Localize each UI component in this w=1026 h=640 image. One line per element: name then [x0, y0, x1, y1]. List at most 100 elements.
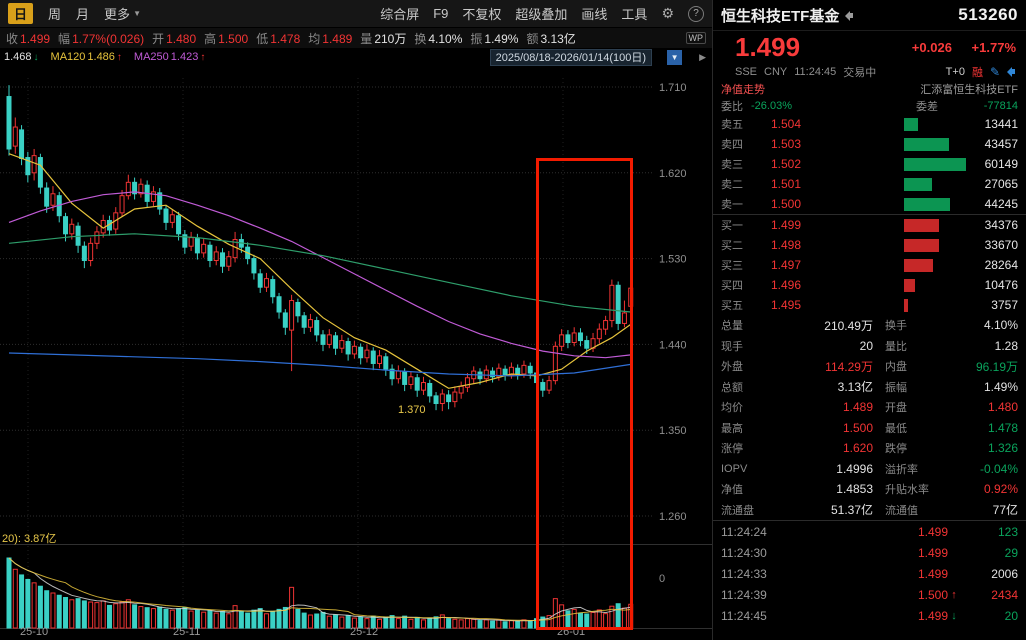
ma60-readout: 1.468 ↓ — [4, 51, 39, 63]
stat-low: 低 1.478 — [256, 31, 301, 46]
price-row: 1.499 +0.026 +1.77% — [713, 31, 1026, 63]
fund-full-name: 汇添富恒生科技ETF — [920, 83, 1018, 96]
ask-row-3[interactable]: 卖三 1.502 60149 — [721, 157, 1018, 171]
bid-volume-bar — [904, 298, 908, 312]
svg-text:1.710: 1.710 — [659, 82, 687, 94]
bid-volume-bar — [904, 238, 939, 252]
svg-text:25-10: 25-10 — [20, 626, 48, 638]
commission-row: 委比 -26.03% 委差 -77814 — [713, 97, 1026, 114]
toolbar-right-group: 综合屏 F9 不复权 超级叠加 画线 工具 ⚙ ? — [380, 4, 704, 23]
exchange-label: SSE — [735, 65, 758, 78]
tplus0-badge: T+0 — [945, 65, 965, 78]
stat-row: 总额 3.13亿 振幅 1.49% — [721, 379, 1018, 395]
low-price-label: 1.370 — [398, 404, 426, 416]
more-periods-dropdown[interactable]: 更多 ▼ — [104, 4, 141, 23]
info-icon-group: T+0 融 ✎ — [946, 64, 1018, 80]
order-book: 卖五 1.504 13441 卖四 1.503 43457 卖三 1.502 60149 卖… — [713, 114, 1026, 315]
svg-text:0: 0 — [659, 573, 665, 585]
up-arrow-icon: ↑ — [200, 51, 206, 63]
ma250-readout: MA250 1.423 ↑ — [133, 51, 206, 63]
bid-row-4[interactable]: 买四 1.496 10476 — [721, 278, 1018, 292]
stat-close: 收 1.499 — [6, 31, 51, 46]
tick-direction-icon: ↓ — [951, 609, 957, 622]
orderbook-divider — [713, 214, 1026, 215]
ma-mid-purple — [8, 191, 631, 359]
svg-text:25-12: 25-12 — [350, 626, 378, 638]
edit-icon[interactable]: ✎ — [989, 64, 1000, 79]
stat-amplitude: 振 1.49% — [470, 31, 519, 46]
nav-link-netvalue[interactable]: 净值走势 — [721, 83, 765, 96]
range-dropdown-icon[interactable]: ▼ — [667, 49, 683, 65]
svg-text:1.260: 1.260 — [659, 511, 687, 523]
stat-turnover: 换 4.10% — [414, 31, 463, 46]
quote-statbar: 收 1.499 幅 1.77%(0.026) 开 1.480 高 1.500 低 1.47… — [0, 28, 712, 48]
stat-row: 现手 20 量比 1.28 — [721, 338, 1018, 353]
tab-period-month[interactable]: 月 — [76, 7, 90, 22]
candlestick-chart[interactable]: 1.710 1.620 1.530 1.440 1.350 1.260 0 25-10 25-1… — [0, 66, 712, 640]
tab-period-week[interactable]: 周 — [48, 7, 62, 22]
bid-row-2[interactable]: 买二 1.498 33670 — [721, 238, 1018, 252]
ticks-divider — [713, 520, 1026, 521]
tick-row: 11:24:30 1.499 29 — [721, 545, 1018, 560]
stat-row: 流通盘 51.37亿 流通值 77亿 — [721, 503, 1018, 518]
ask-row-1[interactable]: 卖一 1.500 44245 — [721, 197, 1018, 211]
bid-row-1[interactable]: 买一 1.499 34376 — [721, 218, 1018, 232]
ma-long-green — [8, 233, 631, 313]
tick-row: 11:24:45 1.499 ↓ 20 — [721, 608, 1018, 623]
speaker-icon[interactable] — [1007, 66, 1018, 77]
tick-row: 11:24:33 1.499 2006 — [721, 566, 1018, 581]
down-arrow-icon: ↓ — [33, 51, 39, 63]
bid-row-5[interactable]: 买五 1.495 3757 — [721, 298, 1018, 312]
ask-volume-bar — [904, 197, 950, 211]
ma120-readout: MA120 1.486 ↑ — [50, 51, 122, 63]
stat-avg: 均 1.489 — [308, 31, 353, 46]
stat-change: 幅 1.77%(0.026) — [58, 31, 145, 46]
margin-badge: 融 — [971, 66, 983, 79]
announcement-icon[interactable] — [845, 10, 856, 21]
super-overlay-button[interactable]: 超级叠加 — [515, 7, 568, 22]
nav-row: 净值走势 汇添富恒生科技ETF — [713, 80, 1026, 97]
ma-indicator-bar: 1.468 ↓ MA120 1.486 ↑ MA250 1.423 ↑ 2025… — [0, 48, 712, 66]
f9-button[interactable]: F9 — [433, 6, 449, 21]
tick-list[interactable]: 11:24:24 1.499 123 11:24:30 1.499 29 11:24:3… — [713, 521, 1026, 626]
weicha-label: 委差 — [916, 100, 938, 113]
bid-volume-bar — [904, 278, 915, 292]
up-arrow-icon: ↑ — [116, 51, 122, 63]
stat-row: 总量 210.49万 换手 4.10% — [721, 318, 1018, 333]
collapse-panel-icon[interactable]: ▶ — [699, 51, 706, 62]
tick-row: 11:24:24 1.499 123 — [721, 524, 1018, 539]
ask-volume-bar — [904, 117, 918, 131]
quote-time: 11:24:45 — [794, 65, 837, 78]
gear-icon[interactable]: ⚙ — [661, 5, 674, 21]
ask-row-4[interactable]: 卖四 1.503 43457 — [721, 137, 1018, 151]
draw-line-button[interactable]: 画线 — [581, 7, 608, 22]
wp-badge[interactable]: WP — [685, 32, 706, 44]
stat-row: IOPV 1.4996 溢折率 -0.04% — [721, 461, 1018, 476]
adjust-mode-button[interactable]: 不复权 — [462, 7, 502, 22]
date-range-selector[interactable]: 2025/08/18-2026/01/14(100日) — [489, 48, 653, 66]
market-info-row: SSE CNY 11:24:45 交易中 T+0 融 ✎ — [713, 63, 1026, 80]
svg-text:1.620: 1.620 — [659, 168, 687, 180]
stat-row: 均价 1.489 开盘 1.480 — [721, 400, 1018, 415]
quote-panel: 恒生科技ETF基金 513260 1.499 +0.026 +1.77% SSE… — [712, 0, 1026, 640]
currency-label: CNY — [764, 65, 788, 78]
composite-screen-button[interactable]: 综合屏 — [380, 7, 420, 22]
tools-button[interactable]: 工具 — [621, 7, 648, 22]
help-icon[interactable]: ? — [688, 5, 704, 22]
svg-text:25-11: 25-11 — [173, 626, 200, 638]
volume-indicator-label: 20): 3.87亿 — [2, 533, 57, 545]
chart-toolbar: 日 周 月 更多 ▼ 综合屏 F9 不复权 超级叠加 画线 工具 ⚙ ? — [0, 0, 712, 28]
price-change-group: +0.026 +1.77% — [912, 40, 1016, 55]
chart-pane: 日 周 月 更多 ▼ 综合屏 F9 不复权 超级叠加 画线 工具 ⚙ ? 收 1.… — [0, 0, 712, 640]
svg-text:1.530: 1.530 — [659, 254, 687, 266]
stat-high: 高 1.500 — [204, 31, 249, 46]
bid-row-3[interactable]: 买三 1.497 28264 — [721, 258, 1018, 272]
bid-volume-bar — [904, 218, 939, 232]
ask-row-5[interactable]: 卖五 1.504 13441 — [721, 117, 1018, 131]
ask-row-2[interactable]: 卖二 1.501 27065 — [721, 177, 1018, 191]
last-price: 1.499 — [735, 31, 801, 62]
stat-row: 外盘 114.29万 内盘 96.19万 — [721, 359, 1018, 374]
tab-period-day[interactable]: 日 — [8, 3, 34, 24]
security-name: 恒生科技ETF基金 — [721, 7, 840, 25]
